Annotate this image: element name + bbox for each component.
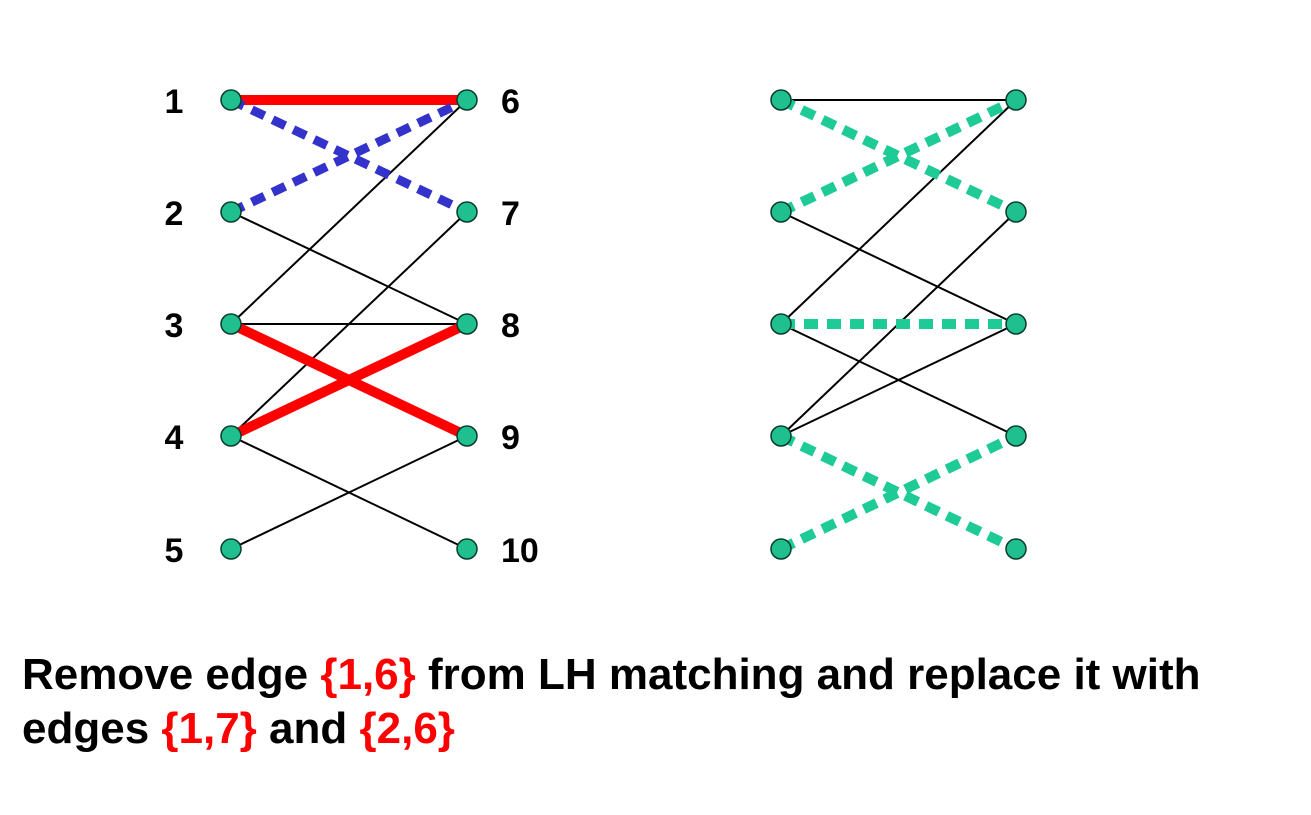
left-graph-edges [228,95,470,550]
right-edge-3-6 [780,99,1017,325]
left-node-7 [456,201,478,223]
right-node-5 [770,538,792,560]
left-edge-4-7 [230,211,468,437]
node-label-right-8: 8 [501,307,520,345]
bipartite-graphs: 1 2 3 4 5 6 7 8 9 10 [165,83,1027,570]
right-node-6 [1005,89,1027,111]
left-node-4 [220,425,242,447]
node-label-left-2: 2 [165,195,184,233]
left-edge-2-6-path [229,95,469,217]
left-graph-nodes [220,89,478,560]
left-node-1 [220,89,242,111]
caption-text-3: and [256,704,360,753]
node-label-right-10: 10 [501,532,539,570]
node-label-left-5: 5 [165,532,184,570]
caption-edge-1-6: {1,6} [320,650,416,699]
right-edge-5-9-matching [778,431,1019,554]
left-graph: 1 2 3 4 5 6 7 8 9 10 [165,83,539,570]
caption-edge-2-6: {2,6} [359,704,455,753]
left-node-6 [456,89,478,111]
right-edge-2-8 [780,211,1017,325]
right-node-9 [1005,425,1027,447]
right-node-7 [1005,201,1027,223]
left-node-5 [220,538,242,560]
left-edge-1-7-path [229,95,469,217]
right-graph-nodes [770,89,1027,560]
node-label-right-7: 7 [501,195,520,233]
right-node-3 [770,313,792,335]
right-node-8 [1005,313,1027,335]
left-graph-labels: 1 2 3 4 5 6 7 8 9 10 [165,83,539,570]
right-node-2 [770,201,792,223]
right-edge-1-7-matching [778,95,1019,217]
right-edge-2-6-matching [778,95,1019,217]
left-edge-4-8-matching [228,319,470,441]
caption-text-1: Remove edge [22,650,321,699]
node-label-right-9: 9 [501,419,520,457]
left-edge-5-9 [230,435,468,550]
node-label-left-3: 3 [165,307,184,345]
left-node-10 [456,538,478,560]
left-node-8 [456,313,478,335]
node-label-left-4: 4 [165,419,184,457]
caption-edge-1-7: {1,7} [161,704,257,753]
node-label-right-6: 6 [501,83,520,121]
right-edge-4-10-matching [778,431,1019,554]
caption: Remove edge {1,6} from LH matching and r… [22,648,1292,756]
right-node-4 [770,425,792,447]
right-graph [770,89,1027,560]
left-node-9 [456,425,478,447]
caption-text-2: from LH matching and replace it with edg… [22,650,1201,753]
node-label-left-1: 1 [165,83,184,121]
right-graph-edges [778,95,1019,554]
right-node-1 [770,89,792,111]
left-edge-2-8 [230,211,468,325]
right-edge-4-8 [780,323,1017,437]
left-node-3 [220,313,242,335]
right-node-10 [1005,538,1027,560]
left-edge-3-6 [230,99,468,325]
left-node-2 [220,201,242,223]
